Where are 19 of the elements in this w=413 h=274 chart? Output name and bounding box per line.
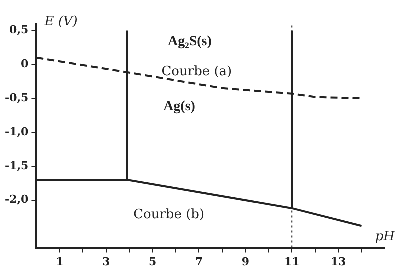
- x-tick-label: 11: [284, 255, 300, 268]
- x-tick-label: 13: [330, 255, 346, 268]
- y-tick-label: 0: [21, 58, 30, 71]
- y-tick-label: -1,5: [5, 159, 29, 172]
- annotation: Ag₂S(s): [168, 34, 212, 50]
- x-axis-title: pH: [375, 230, 396, 245]
- y-tick-label: -1,0: [5, 125, 30, 138]
- x-tick-label: 9: [242, 255, 250, 268]
- y-tick-label: -0,5: [5, 91, 29, 104]
- x-tick-label: 3: [102, 255, 110, 268]
- y-tick-label: -2,0: [5, 193, 30, 206]
- annotation: Courbe (b): [134, 208, 205, 223]
- y-tick-label: 0,5: [10, 24, 29, 37]
- annotation: Courbe (a): [162, 64, 232, 80]
- x-tick-label: 7: [195, 255, 204, 268]
- annotation: Ag(s): [164, 99, 196, 114]
- y-axis-title: E (V): [44, 14, 78, 30]
- x-tick-label: 1: [56, 255, 64, 268]
- x-tick-label: 5: [148, 255, 157, 268]
